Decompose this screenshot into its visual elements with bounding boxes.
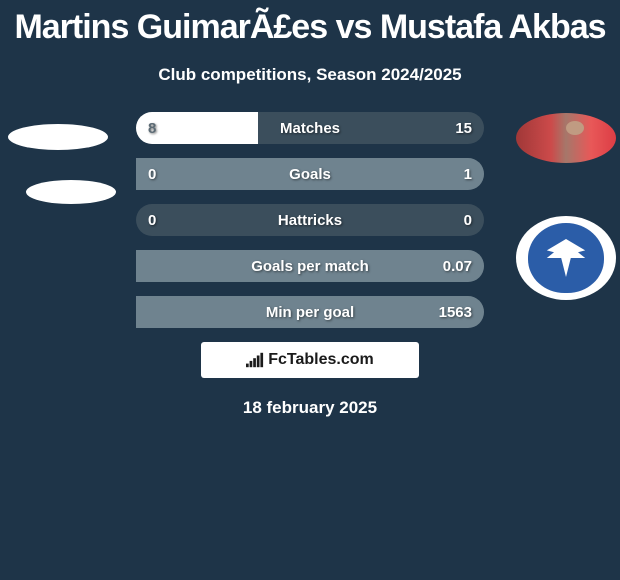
stat-value-right: 15 xyxy=(455,120,472,137)
stat-label: Goals xyxy=(289,166,331,183)
content-area: 8 Matches 15 0 Goals 1 0 Hattricks 0 Goals per ma… xyxy=(0,110,620,328)
player1-team-placeholder xyxy=(26,180,116,204)
stat-row: Goals per match 0.07 xyxy=(136,250,484,282)
stat-value-right: 0 xyxy=(464,212,472,229)
date-label: 18 february 2025 xyxy=(0,398,620,418)
stat-value-left: 0 xyxy=(148,166,156,183)
stat-value-left: 8 xyxy=(148,120,156,137)
brand-badge[interactable]: FcTables.com xyxy=(201,342,419,378)
chart-icon xyxy=(246,352,264,368)
season-subtitle: Club competitions, Season 2024/2025 xyxy=(0,65,620,85)
right-player-column xyxy=(516,110,616,300)
stat-value-right: 1563 xyxy=(439,304,472,321)
badge-shield xyxy=(528,223,604,293)
stat-value-right: 0.07 xyxy=(443,258,472,275)
player2-photo xyxy=(516,113,616,163)
stat-row: Min per goal 1563 xyxy=(136,296,484,328)
brand-text: FcTables.com xyxy=(268,351,374,369)
comparison-title: Martins GuimarÃ£es vs Mustafa Akbas xyxy=(0,0,620,47)
stat-label: Goals per match xyxy=(251,258,369,275)
player1-photo-placeholder xyxy=(8,124,108,150)
stat-label: Matches xyxy=(280,120,340,137)
player2-team-badge xyxy=(516,216,616,300)
stat-value-right: 1 xyxy=(464,166,472,183)
stat-row: 8 Matches 15 xyxy=(136,112,484,144)
stat-label: Hattricks xyxy=(278,212,342,229)
left-player-column xyxy=(8,110,116,204)
stat-value-left: 0 xyxy=(148,212,156,229)
stats-container: 8 Matches 15 0 Goals 1 0 Hattricks 0 Goals per ma… xyxy=(136,110,484,328)
eagle-icon xyxy=(542,239,590,277)
stat-row: 0 Hattricks 0 xyxy=(136,204,484,236)
stat-row: 0 Goals 1 xyxy=(136,158,484,190)
stat-label: Min per goal xyxy=(266,304,354,321)
